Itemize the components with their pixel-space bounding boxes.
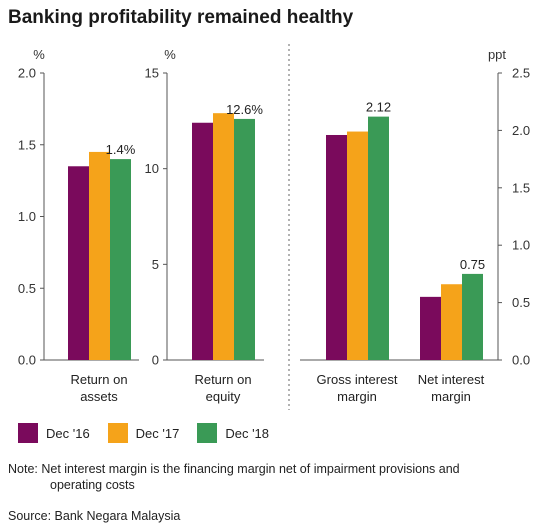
- legend-label-dec-17: Dec '17: [135, 425, 180, 441]
- data-label: 0.75: [460, 257, 485, 272]
- legend-swatch-dec-16: [18, 423, 38, 443]
- bar-dec17-panel-1-cat-1: [89, 151, 110, 360]
- legend-swatch-dec-17: [107, 423, 128, 443]
- y-tick-label: 1.0: [18, 209, 36, 224]
- y-tick-label: 2.0: [512, 123, 530, 138]
- footnote: Note: Net interest margin is the financi…: [8, 461, 538, 493]
- bar-dec17-panel-2-cat-1: [213, 113, 234, 361]
- y-tick-label: 1.0: [512, 238, 530, 253]
- y-axis-unit-panel-2: %: [164, 47, 176, 62]
- legend-item-dec-18: Dec '18: [197, 423, 269, 443]
- chart-canvas: % 0.0 0.5 1.0 1.5 2.0 1.4% Return on assets% 0 5 10…: [18, 44, 530, 410]
- legend-item-dec-16: Dec '16: [18, 423, 90, 443]
- data-label: 2.12: [366, 100, 391, 115]
- bar-dec18-panel-1-cat-1: [110, 159, 131, 360]
- category-label: equity: [206, 389, 241, 404]
- category-label: assets: [80, 389, 118, 404]
- y-tick-label: 15: [145, 66, 159, 81]
- y-tick-label: 0.0: [512, 353, 530, 368]
- y-tick-label: 1.5: [18, 137, 36, 152]
- bar-dec16-panel-1-cat-1: [68, 166, 89, 360]
- bar-dec17-panel-3-cat-2: [441, 284, 462, 360]
- bar-dec16-panel-3-cat-1: [326, 134, 347, 360]
- y-tick-label: 2.5: [512, 66, 530, 81]
- y-tick-label: 0.0: [18, 353, 36, 368]
- bar-dec18-panel-2-cat-1: [234, 118, 255, 360]
- y-axis-unit-panel-1: %: [33, 47, 45, 62]
- bar-dec16-panel-3-cat-2: [420, 296, 441, 360]
- category-label: Net interest: [418, 372, 485, 387]
- y-tick-label: 1.5: [512, 180, 530, 195]
- legend-label-dec-18: Dec '18: [225, 425, 270, 441]
- y-tick-label: 0.5: [18, 281, 36, 296]
- footnote-line-1: Note: Net interest margin is the financi…: [8, 462, 460, 476]
- bar-dec18-panel-3-cat-1: [368, 116, 389, 361]
- category-label: margin: [337, 389, 377, 404]
- y-tick-label: 2.0: [18, 66, 36, 81]
- y-tick-label: 0.5: [512, 295, 530, 310]
- legend: Dec '16 Dec '17 Dec '18: [18, 423, 269, 443]
- y-tick-label: 5: [152, 257, 159, 272]
- y-axis-unit-panel-3: ppt: [488, 47, 506, 62]
- y-tick-label: 0: [152, 353, 159, 368]
- data-label: 12.6%: [226, 102, 263, 117]
- category-label: Return on: [194, 372, 251, 387]
- legend-label-dec-16: Dec '16: [46, 425, 90, 441]
- source-text: Source: Bank Negara Malaysia: [8, 509, 181, 523]
- category-label: Gross interest: [317, 372, 398, 387]
- y-tick-label: 10: [145, 161, 159, 176]
- data-label: 1.4%: [106, 142, 136, 157]
- bar-dec16-panel-2-cat-1: [192, 122, 213, 360]
- footnote-line-2: operating costs: [50, 478, 135, 492]
- bar-dec17-panel-3-cat-1: [347, 131, 368, 360]
- category-label: margin: [431, 389, 471, 404]
- chart-title: Banking profitability remained healthy: [8, 7, 354, 28]
- legend-item-dec-17: Dec '17: [107, 423, 180, 443]
- legend-swatch-dec-18: [197, 423, 218, 443]
- bar-dec18-panel-3-cat-2: [462, 273, 483, 360]
- category-label: Return on: [70, 372, 127, 387]
